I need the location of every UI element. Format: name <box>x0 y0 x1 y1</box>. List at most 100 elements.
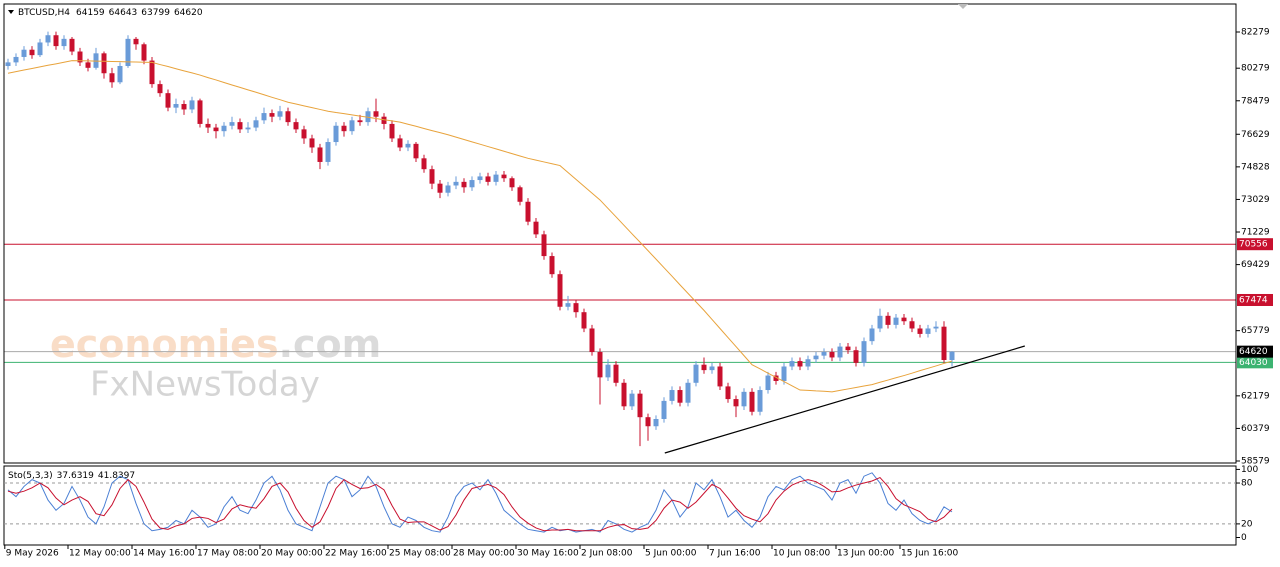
candle-body <box>293 122 299 130</box>
candle-body <box>381 116 387 124</box>
x-tick-label: 17 May 08:00 <box>197 549 259 559</box>
candle-body <box>405 143 411 148</box>
candle-body <box>717 366 723 387</box>
candle-body <box>581 312 587 329</box>
candle-body <box>605 364 611 378</box>
level-label: 70556 <box>1239 240 1268 250</box>
trendline <box>664 345 1025 454</box>
candle-body <box>149 60 155 85</box>
moving-average <box>7 60 953 393</box>
candle-body <box>245 127 251 130</box>
candle-body <box>349 120 355 132</box>
candle-body <box>429 169 435 184</box>
x-tick-label: 14 May 16:00 <box>133 549 195 559</box>
candle-body <box>189 100 195 110</box>
candle-body <box>205 123 211 128</box>
level-label: 64030 <box>1239 358 1268 368</box>
candle-body <box>445 185 451 193</box>
candle-body <box>909 321 915 329</box>
candle-body <box>413 143 419 159</box>
candle-body <box>117 66 123 83</box>
candle-body <box>877 315 883 329</box>
x-tick-label: 20 May 00:00 <box>261 549 323 559</box>
candle-body <box>501 174 507 179</box>
candle-body <box>653 418 659 427</box>
candle-body <box>37 42 43 56</box>
x-tick-label: 30 May 16:00 <box>517 549 579 559</box>
candle-body <box>541 234 547 257</box>
candle-body <box>397 138 403 148</box>
candle-body <box>357 120 363 123</box>
candle-body <box>285 111 291 123</box>
candle-body <box>525 201 531 222</box>
candle-body <box>661 400 667 419</box>
candle-body <box>133 38 139 45</box>
y-tick-label: 58579 <box>1241 457 1270 467</box>
x-tick-label: 7 Jun 16:00 <box>709 549 761 559</box>
indicator-y-tick-label: 20 <box>1241 519 1253 529</box>
y-tick-label: 69429 <box>1241 260 1270 270</box>
candle-body <box>509 178 515 188</box>
candle-body <box>341 125 347 132</box>
symbol: BTCUSD,H4 <box>18 8 70 18</box>
candle-body <box>93 53 99 68</box>
candle-body <box>477 176 483 181</box>
y-tick-label: 78479 <box>1241 96 1270 106</box>
candle-body <box>589 328 595 353</box>
candle-body <box>573 303 579 313</box>
level-label-box <box>1237 356 1273 369</box>
candle-body <box>213 127 219 132</box>
candle-body <box>829 352 835 358</box>
dropdown-icon <box>8 10 14 14</box>
candle-body <box>933 326 939 329</box>
candle-body <box>421 158 427 170</box>
candle-body <box>101 53 107 74</box>
candle-body <box>853 350 859 363</box>
candle-body <box>53 35 59 47</box>
candle-body <box>629 393 635 407</box>
candle-body <box>669 390 675 401</box>
candle-body <box>365 111 371 123</box>
level-label: 67474 <box>1239 295 1268 305</box>
candle-body <box>733 399 739 407</box>
candle-body <box>485 176 491 182</box>
candle-body <box>237 122 243 130</box>
candle-body <box>765 375 771 391</box>
candle-body <box>5 62 11 67</box>
candle-body <box>453 181 459 186</box>
y-tick-label: 82279 <box>1241 27 1270 37</box>
candle-body <box>685 382 691 403</box>
candle-body <box>557 274 563 307</box>
x-tick-label: 10 Jun 08:00 <box>773 549 830 559</box>
candle-body <box>941 326 947 360</box>
x-tick-label: 12 May 00:00 <box>69 549 131 559</box>
candle-body <box>141 44 147 61</box>
candle-body <box>197 100 203 124</box>
candle-body <box>869 328 875 342</box>
x-tick-label: 25 May 08:00 <box>389 549 451 559</box>
candle-body <box>565 303 571 307</box>
candle-body <box>157 84 163 94</box>
candle-body <box>893 317 899 325</box>
main-frame <box>3 3 1237 464</box>
candle-body <box>493 174 499 182</box>
indicator-y-tick-label: 100 <box>1241 465 1258 475</box>
candle-body <box>637 393 643 418</box>
candle-body <box>109 73 115 83</box>
candle-body <box>69 38 75 52</box>
y-tick-label: 74828 <box>1241 162 1270 172</box>
candle-body <box>229 122 235 126</box>
candle-body <box>261 113 267 121</box>
x-tick-label: 13 Jun 00:00 <box>837 549 894 559</box>
candle-body <box>725 386 731 400</box>
candle-body <box>837 346 843 358</box>
candle-body <box>317 147 323 162</box>
watermark: economies.com FxNewsToday <box>50 322 381 405</box>
indicator-header: Sto(5,3,3) 37.6319 41.8397 <box>8 471 135 481</box>
candle-body <box>773 375 779 381</box>
x-tick-label: 28 May 00:00 <box>453 549 515 559</box>
candle-body <box>77 51 83 63</box>
candle-body <box>85 62 91 68</box>
watermark-domain: .com <box>279 322 382 366</box>
x-tick-label: 22 May 16:00 <box>325 549 387 559</box>
